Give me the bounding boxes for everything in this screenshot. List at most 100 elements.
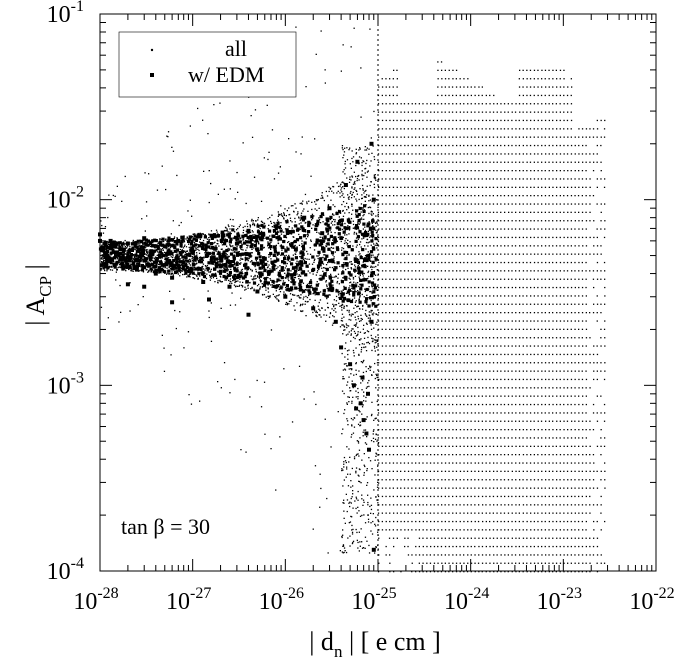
data-point-all <box>471 295 472 296</box>
data-point-all <box>571 429 572 430</box>
data-point-all <box>567 195 568 196</box>
data-point-all <box>534 504 535 505</box>
data-point-all <box>586 345 587 346</box>
data-point-all <box>471 137 472 138</box>
data-point-all <box>485 162 486 163</box>
data-point-all <box>574 345 575 346</box>
data-point-all <box>456 362 457 363</box>
data-point-all <box>493 220 494 221</box>
data-point-all <box>593 128 594 129</box>
data-point-all <box>434 379 435 380</box>
data-point-all <box>404 170 405 171</box>
data-point-all <box>467 137 468 138</box>
data-point-all <box>471 128 472 129</box>
data-point-all <box>530 304 531 305</box>
data-point-all <box>328 552 329 553</box>
data-point-all <box>563 462 564 463</box>
data-point-all <box>415 554 416 555</box>
data-point-all <box>170 354 171 355</box>
data-point-all <box>200 233 201 234</box>
data-point-all <box>560 212 561 213</box>
data-point-all <box>408 295 409 296</box>
data-point-all <box>556 128 557 129</box>
data-point-all <box>270 295 271 296</box>
data-point-all <box>552 396 553 397</box>
data-point-all <box>449 195 450 196</box>
data-point-all <box>415 488 416 489</box>
data-point-all <box>385 254 386 255</box>
data-point-all <box>437 554 438 555</box>
data-point-all <box>463 95 464 96</box>
data-point-all <box>534 128 535 129</box>
data-point-all <box>448 103 449 104</box>
data-point-all <box>552 412 553 413</box>
data-point-all <box>586 387 587 388</box>
data-point-all <box>234 285 235 286</box>
data-point-all <box>441 329 442 330</box>
data-point-all <box>493 571 494 572</box>
data-point-all <box>515 571 516 572</box>
data-point-all <box>556 437 557 438</box>
data-point-all <box>475 379 476 380</box>
data-point-all <box>186 246 187 247</box>
data-point-all <box>534 145 535 146</box>
data-point-all <box>364 338 365 339</box>
data-point-all <box>593 220 594 221</box>
data-point-all <box>512 345 513 346</box>
data-point-all <box>526 304 527 305</box>
data-point-all <box>452 304 453 305</box>
data-point-all <box>471 404 472 405</box>
data-point-all <box>400 262 401 263</box>
data-point-all <box>400 220 401 221</box>
data-point-all <box>526 379 527 380</box>
data-point-all <box>537 203 538 204</box>
data-point-all <box>530 521 531 522</box>
data-point-all <box>560 95 561 96</box>
data-point-all <box>385 437 386 438</box>
data-point-all <box>515 295 516 296</box>
data-point-all <box>552 120 553 121</box>
data-point-all <box>485 379 486 380</box>
data-point-all <box>397 337 398 338</box>
data-point-all <box>456 279 457 280</box>
data-point-all <box>601 212 602 213</box>
data-point-all <box>441 471 442 472</box>
data-point-all <box>486 304 487 305</box>
data-point-all <box>586 488 587 489</box>
data-point-all <box>404 120 405 121</box>
data-point-all <box>344 206 345 207</box>
data-point-all <box>430 178 431 179</box>
data-point-all <box>366 242 367 243</box>
data-point-all <box>482 279 483 280</box>
data-point-all <box>463 379 464 380</box>
data-point-all <box>393 345 394 346</box>
data-point-all <box>419 287 420 288</box>
data-point-all <box>467 521 468 522</box>
data-point-all <box>545 554 546 555</box>
data-point-all <box>400 429 401 430</box>
data-point-all <box>567 429 568 430</box>
data-point-all <box>482 262 483 263</box>
data-point-all <box>597 354 598 355</box>
data-point-all <box>378 462 379 463</box>
data-point-all <box>382 404 383 405</box>
data-point-all <box>585 145 586 146</box>
data-point-all <box>582 245 583 246</box>
data-point-all <box>415 128 416 129</box>
data-point-all <box>560 496 561 497</box>
data-point-all <box>489 337 490 338</box>
data-point-all <box>452 220 453 221</box>
data-point-all <box>512 320 513 321</box>
data-point-all <box>578 270 579 271</box>
data-point-all <box>526 228 527 229</box>
data-point-all <box>508 170 509 171</box>
data-point-all <box>467 145 468 146</box>
data-point-all <box>500 479 501 480</box>
data-point-all <box>497 295 498 296</box>
data-point-all <box>497 254 498 255</box>
data-point-all <box>512 529 513 530</box>
data-point-all <box>489 153 490 154</box>
data-point-all <box>412 304 413 305</box>
data-point-all <box>222 281 223 282</box>
data-point-all <box>500 337 501 338</box>
